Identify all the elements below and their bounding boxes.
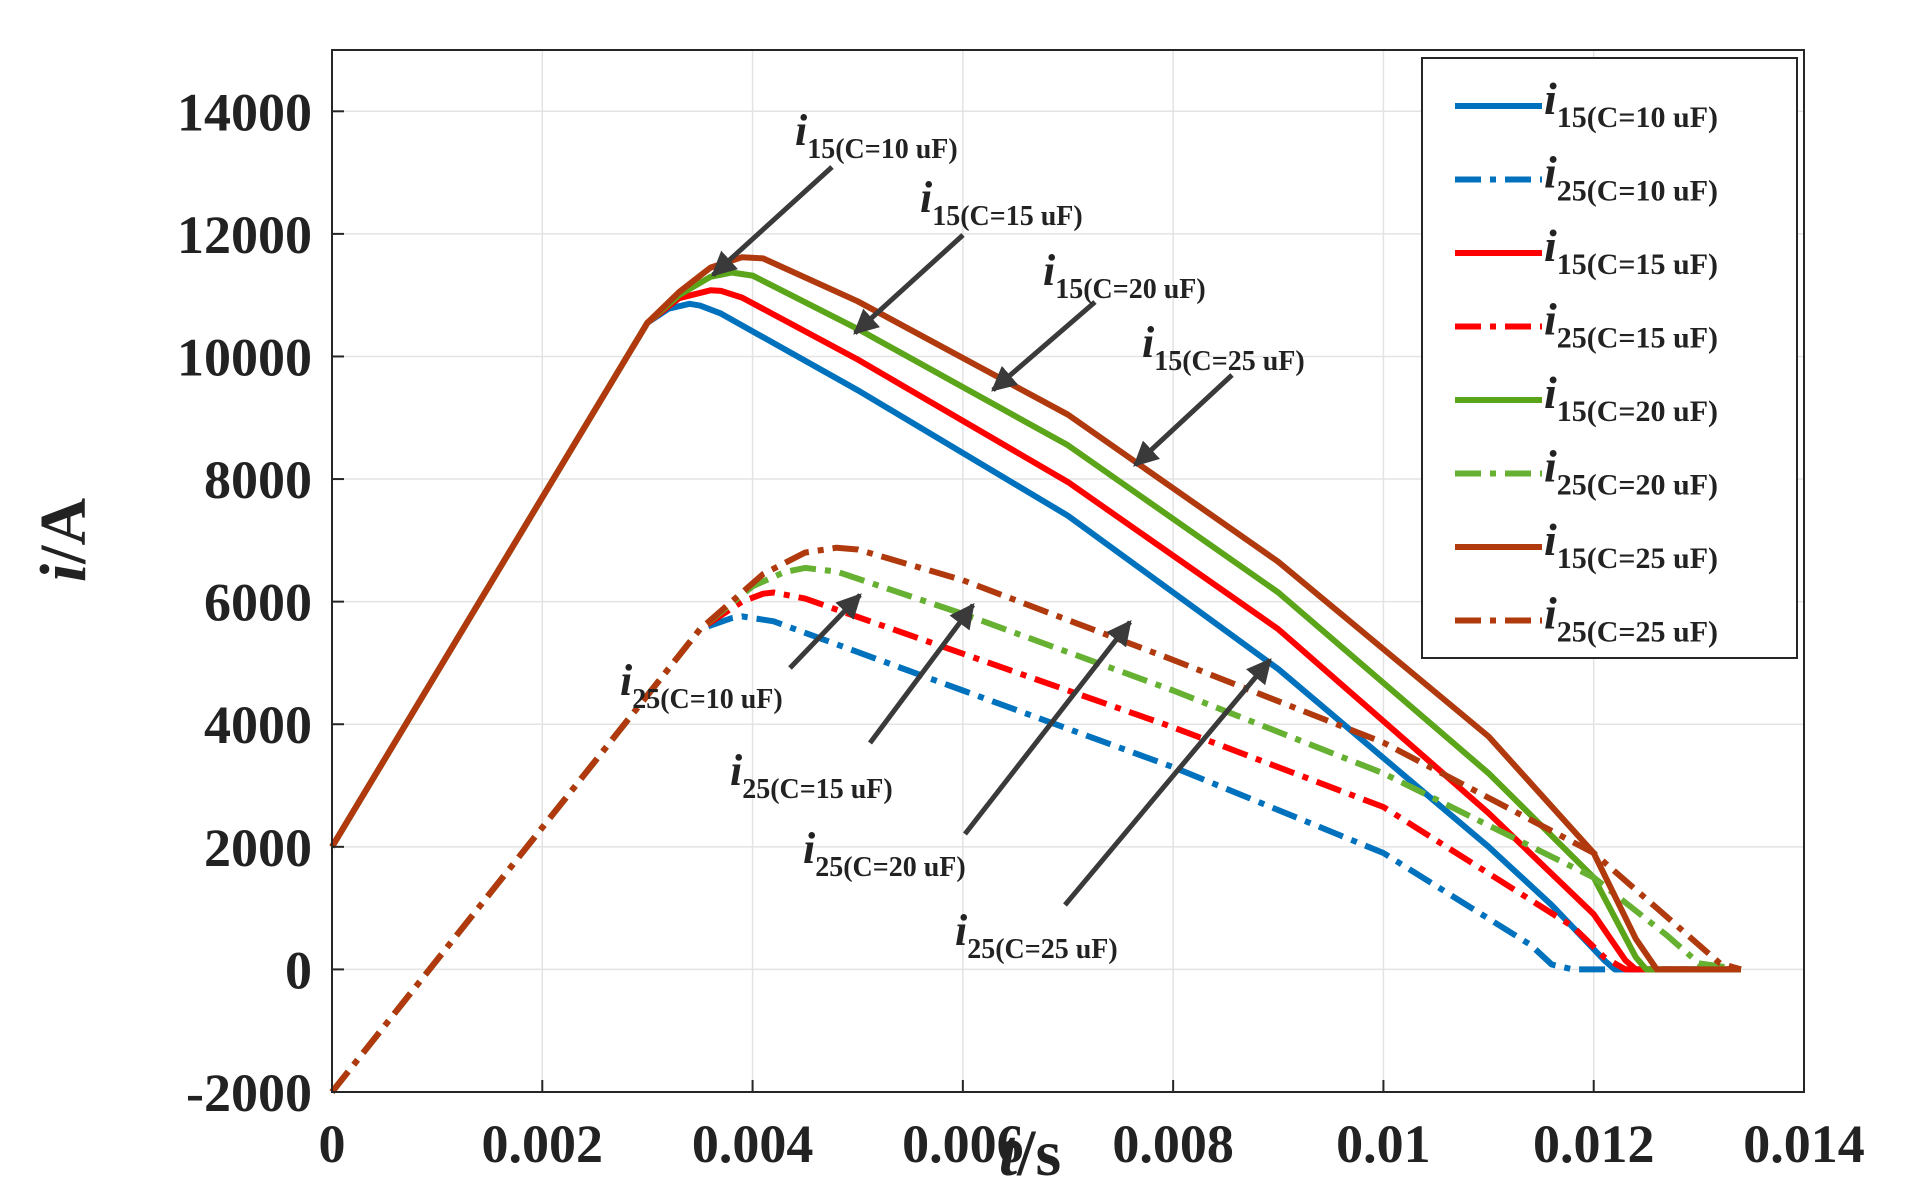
y-tick-label: 0 <box>285 940 312 1000</box>
series-line-i15-c-20-uf- <box>329 269 1741 973</box>
legend-entry-label: i25(C=15 uF) <box>1544 294 1718 355</box>
y-tick-label: -2000 <box>186 1063 312 1123</box>
annotations: i15(C=10 uF) i15(C=15 uF) i15(C=20 uF) i15(… <box>620 106 1305 965</box>
annotation-label: i25(C=20 uF) <box>803 824 966 883</box>
series-line-i15-c-10-uf- <box>329 300 1741 973</box>
y-tick-label: 8000 <box>204 450 312 510</box>
annotation-label: i15(C=25 uF) <box>1142 318 1305 377</box>
y-tick-label: 12000 <box>177 205 312 265</box>
x-axis-title: t/s <box>999 1117 1061 1190</box>
annotation-label: i15(C=15 uF) <box>920 173 1083 232</box>
x-tick-label: 0.004 <box>692 1114 814 1174</box>
annotation-arrow <box>991 300 1097 392</box>
series-line-i25-c-25-uf- <box>329 544 1742 1094</box>
legend-entry-label: i15(C=20 uF) <box>1544 367 1718 428</box>
series-lines <box>329 254 1742 1094</box>
y-tick-label: 14000 <box>177 82 312 142</box>
series-line-i15-c-25-uf- <box>329 254 1741 973</box>
legend-entry-label: i15(C=25 uF) <box>1544 514 1718 575</box>
annotation-label: i25(C=25 uF) <box>955 906 1118 965</box>
y-tick-label: 4000 <box>204 695 312 755</box>
legend-entry-label: i15(C=15 uF) <box>1544 220 1718 281</box>
annotation-label: i15(C=10 uF) <box>795 106 958 165</box>
legend-entry-label: i25(C=10 uF) <box>1544 147 1718 208</box>
legend-box <box>1421 57 1798 659</box>
annotation-arrow <box>853 233 965 335</box>
x-tick-label: 0.006 <box>902 1114 1024 1174</box>
axis-ticks: 0 0.002 0.004 0.006 0.008 0.01 0.012 0.014 -2000… <box>177 82 1865 1174</box>
x-tick-label: 0.012 <box>1533 1114 1655 1174</box>
annotation-label: i15(C=20 uF) <box>1043 246 1206 305</box>
annotation-label: i25(C=15 uF) <box>730 746 893 805</box>
x-tick-label: 0.014 <box>1743 1114 1865 1174</box>
x-tick-label: 0.01 <box>1336 1114 1431 1174</box>
annotation-arrow <box>788 593 862 670</box>
y-tick-label: 6000 <box>204 573 312 633</box>
legend-entry-label: i15(C=10 uF) <box>1544 73 1718 134</box>
legend: i15(C=10 uF) i25(C=10 uF) i15(C=15 uF) i25(… <box>1421 57 1798 659</box>
legend-entry-label: i25(C=20 uF) <box>1544 441 1718 502</box>
annotation-arrow <box>867 602 976 745</box>
y-axis-title: i/A <box>27 497 100 582</box>
plot-frame <box>331 49 1805 1093</box>
x-tick-label: 0.008 <box>1112 1114 1234 1174</box>
annotation-arrow <box>1133 373 1234 467</box>
y-tick-label: 2000 <box>204 818 312 878</box>
x-tick-label: 0.002 <box>482 1114 604 1174</box>
annotation-arrow <box>711 165 834 277</box>
legend-entry-label: i25(C=25 uF) <box>1544 588 1718 649</box>
series-line-i25-c-10-uf- <box>329 613 1741 1094</box>
series-line-i15-c-15-uf- <box>329 287 1741 973</box>
series-line-i25-c-15-uf- <box>329 589 1741 1094</box>
annotation-arrow <box>963 620 1132 836</box>
annotation-arrow <box>1063 658 1272 907</box>
x-tick-label: 0 <box>319 1114 346 1174</box>
annotation-label: i25(C=10 uF) <box>620 656 783 715</box>
y-tick-label: 10000 <box>177 327 312 387</box>
axis-titles: t/s i/A <box>27 497 1061 1190</box>
